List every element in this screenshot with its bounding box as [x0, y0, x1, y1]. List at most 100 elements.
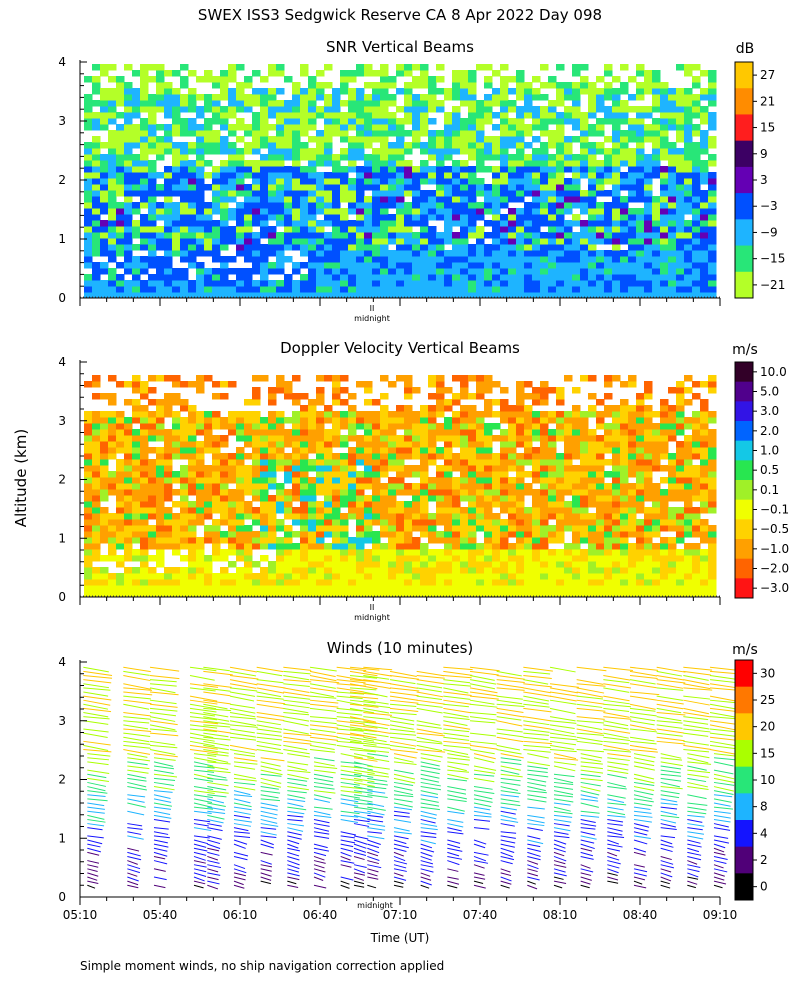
- snr-cell: [276, 100, 285, 107]
- snr-cell: [436, 208, 445, 215]
- snr-cell: [588, 292, 597, 299]
- snr-cell: [444, 112, 453, 119]
- doppler-cell: [84, 579, 93, 586]
- snr-cell: [508, 280, 517, 287]
- doppler-cell: [404, 489, 413, 496]
- doppler-cell: [396, 513, 405, 520]
- snr-cell: [676, 202, 685, 209]
- doppler-cell: [92, 411, 101, 418]
- doppler-cell: [364, 555, 373, 562]
- doppler-cell: [636, 531, 645, 538]
- snr-cell: [460, 148, 469, 155]
- snr-cell: [116, 82, 125, 89]
- snr-cell: [244, 94, 253, 101]
- doppler-cell: [180, 537, 189, 544]
- doppler-cell: [620, 549, 629, 556]
- doppler-cell: [340, 375, 349, 382]
- snr-cell: [100, 232, 109, 239]
- snr-cell: [356, 70, 365, 77]
- snr-cell: [364, 232, 373, 239]
- doppler-cell: [228, 495, 237, 502]
- snr-cell: [412, 178, 421, 185]
- snr-cell: [244, 274, 253, 281]
- snr-cell: [508, 190, 517, 197]
- snr-cell: [428, 214, 437, 221]
- snr-cell: [180, 82, 189, 89]
- doppler-cell: [516, 507, 525, 514]
- snr-cell: [188, 256, 197, 263]
- snr-cell: [692, 154, 701, 161]
- snr-cell: [572, 154, 581, 161]
- snr-cell: [188, 70, 197, 77]
- snr-cell: [396, 130, 405, 137]
- snr-cell: [388, 166, 397, 173]
- snr-cell: [708, 292, 717, 299]
- doppler-cell: [412, 387, 421, 394]
- doppler-cell: [292, 495, 301, 502]
- doppler-cell: [396, 507, 405, 514]
- doppler-cell: [508, 573, 517, 580]
- snr-cell: [332, 202, 341, 209]
- doppler-cell: [268, 429, 277, 436]
- snr-cell: [124, 82, 133, 89]
- doppler-cell: [492, 525, 501, 532]
- doppler-cell: [380, 447, 389, 454]
- doppler-cell: [436, 501, 445, 508]
- doppler-cell: [196, 585, 205, 592]
- doppler-cell: [436, 567, 445, 574]
- snr-cell: [308, 154, 317, 161]
- doppler-cell: [356, 435, 365, 442]
- snr-cell: [604, 172, 613, 179]
- snr-cell: [276, 178, 285, 185]
- snr-cell: [516, 238, 525, 245]
- doppler-cell: [404, 555, 413, 562]
- snr-cell: [340, 214, 349, 221]
- doppler-cell: [556, 525, 565, 532]
- doppler-cell: [124, 381, 133, 388]
- doppler-cell: [132, 447, 141, 454]
- colorbar-swatch: [735, 193, 753, 220]
- snr-cell: [516, 82, 525, 89]
- snr-cell: [292, 112, 301, 119]
- doppler-cell: [164, 531, 173, 538]
- doppler-cell: [444, 585, 453, 592]
- doppler-cell: [668, 495, 677, 502]
- snr-cell: [244, 280, 253, 287]
- snr-cell: [540, 82, 549, 89]
- doppler-cell: [212, 471, 221, 478]
- snr-cell: [428, 142, 437, 149]
- snr-cell: [636, 256, 645, 263]
- doppler-cell: [572, 585, 581, 592]
- snr-cell: [548, 136, 557, 143]
- doppler-cell: [468, 489, 477, 496]
- snr-cell: [396, 118, 405, 125]
- snr-cell: [436, 88, 445, 95]
- doppler-cell: [164, 525, 173, 532]
- doppler-cell: [628, 417, 637, 424]
- doppler-cell: [196, 549, 205, 556]
- doppler-cell: [484, 453, 493, 460]
- doppler-cell: [260, 429, 269, 436]
- snr-cell: [100, 226, 109, 233]
- snr-cell: [308, 112, 317, 119]
- snr-cell: [116, 76, 125, 83]
- doppler-cell: [364, 423, 373, 430]
- snr-cell: [708, 82, 717, 89]
- doppler-cell: [588, 489, 597, 496]
- doppler-cell: [396, 411, 405, 418]
- doppler-cell: [244, 435, 253, 442]
- doppler-cell: [508, 477, 517, 484]
- snr-cell: [428, 202, 437, 209]
- snr-cell: [444, 262, 453, 269]
- doppler-cell: [188, 447, 197, 454]
- snr-cell: [308, 184, 317, 191]
- snr-cell: [132, 94, 141, 101]
- snr-cell: [148, 64, 157, 71]
- doppler-cell: [484, 585, 493, 592]
- doppler-cell: [532, 411, 541, 418]
- doppler-cell: [484, 387, 493, 394]
- snr-cell: [108, 76, 117, 83]
- snr-cell: [388, 226, 397, 233]
- doppler-cell: [292, 423, 301, 430]
- doppler-cell: [548, 483, 557, 490]
